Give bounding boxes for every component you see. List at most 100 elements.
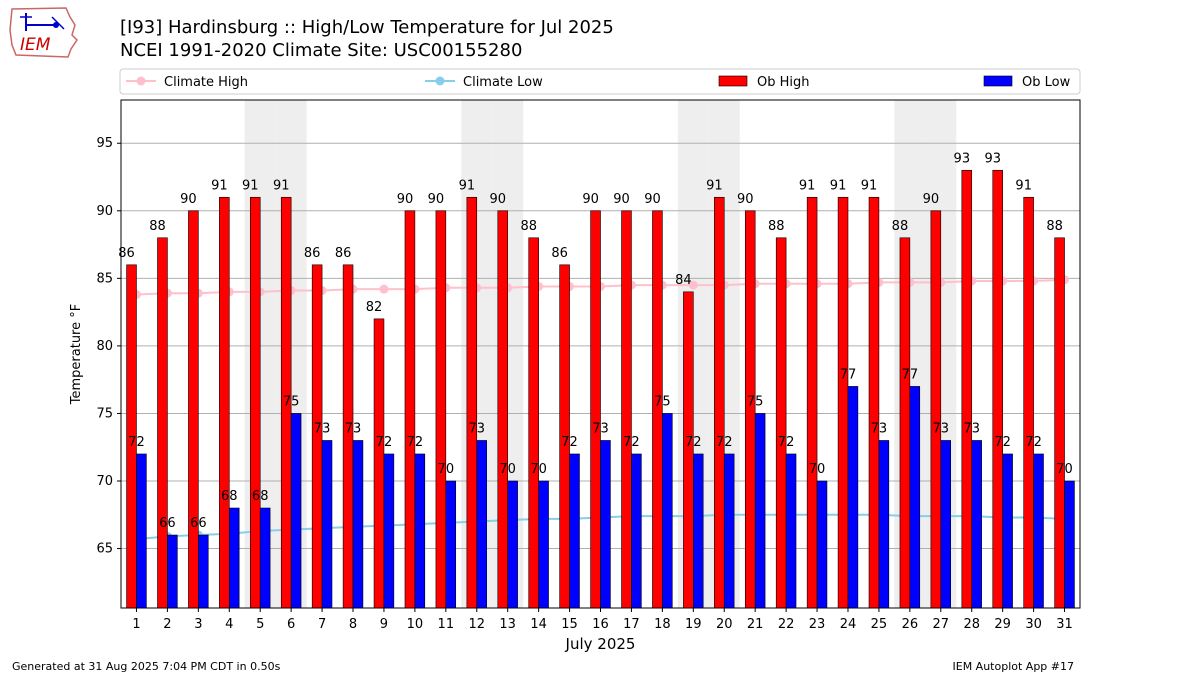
x-tick-label: 26 xyxy=(902,617,919,632)
x-tick-label: 17 xyxy=(623,617,640,632)
ob-low-label: 75 xyxy=(283,394,300,409)
x-tick-label: 25 xyxy=(871,617,888,632)
x-tick-label: 15 xyxy=(561,617,578,632)
ob-high-label: 90 xyxy=(737,192,754,207)
ob-high-label: 84 xyxy=(675,273,692,288)
ob-low-bar xyxy=(321,440,333,609)
ob-low-label: 77 xyxy=(902,367,919,382)
y-tick-label: 75 xyxy=(96,406,113,421)
x-tick-label: 3 xyxy=(194,617,202,632)
ob-high-bar xyxy=(219,196,230,609)
ob-high-label: 91 xyxy=(242,178,259,193)
ob-low-label: 72 xyxy=(376,435,393,450)
ob-low-bar xyxy=(352,440,364,609)
ob-low-label: 70 xyxy=(1056,462,1073,477)
ob-high-label: 91 xyxy=(799,178,816,193)
ob-low-bar xyxy=(847,386,859,609)
iem-logo: IEM xyxy=(8,5,80,63)
ob-high-label: 91 xyxy=(1015,178,1032,193)
svg-text:IEM: IEM xyxy=(20,35,51,55)
ob-low-bar xyxy=(414,453,426,609)
ob-high-bar xyxy=(992,169,1003,609)
ob-high-bar xyxy=(1023,196,1034,609)
ob-low-bar xyxy=(136,453,147,609)
ob-low-label: 72 xyxy=(128,435,145,450)
x-tick-label: 30 xyxy=(1025,617,1042,632)
ob-high-bar xyxy=(775,237,787,609)
ob-low-label: 72 xyxy=(561,435,578,450)
ob-low-bar xyxy=(167,534,178,609)
legend-label: Ob Low xyxy=(1022,75,1071,90)
ob-high-label: 88 xyxy=(768,219,785,234)
ob-low-bar xyxy=(383,453,395,609)
legend-box xyxy=(119,68,1081,95)
x-tick-label: 23 xyxy=(809,617,826,632)
ob-high-bar xyxy=(188,210,199,609)
autoplot-app-label: IEM Autoplot App #17 xyxy=(952,660,1075,673)
ob-low-label: 72 xyxy=(1025,435,1042,450)
ob-low-label: 73 xyxy=(468,421,485,436)
generated-timestamp: Generated at 31 Aug 2025 7:04 PM CDT in … xyxy=(12,660,281,673)
ob-low-label: 66 xyxy=(159,516,176,531)
ob-high-bar xyxy=(899,237,911,609)
ob-high-label: 90 xyxy=(582,192,599,207)
y-tick-label: 95 xyxy=(96,136,113,151)
x-tick-label: 13 xyxy=(499,617,516,632)
climate-high-point xyxy=(379,284,389,294)
x-tick-label: 16 xyxy=(592,617,609,632)
ob-low-bar xyxy=(1064,480,1075,609)
ob-low-label: 73 xyxy=(345,421,362,436)
ob-low-label: 75 xyxy=(654,394,671,409)
ob-low-bar xyxy=(445,480,457,609)
ob-high-label: 86 xyxy=(335,246,352,261)
ob-low-bar xyxy=(816,480,828,609)
ob-low-bar xyxy=(476,440,487,609)
legend-label: Climate High xyxy=(164,75,248,90)
ob-low-label: 72 xyxy=(994,435,1011,450)
ob-low-label: 68 xyxy=(252,489,269,504)
legend-patch-swatch xyxy=(983,75,1013,87)
ob-high-bar xyxy=(373,318,385,609)
ob-low-label: 72 xyxy=(778,435,795,450)
ob-high-bar xyxy=(806,196,818,609)
ob-low-bar xyxy=(538,480,549,609)
ob-high-label: 90 xyxy=(397,192,414,207)
ob-high-label: 90 xyxy=(613,192,630,207)
ob-low-label: 75 xyxy=(747,394,764,409)
ob-low-label: 73 xyxy=(871,421,888,436)
x-tick-label: 7 xyxy=(318,617,326,632)
ob-high-label: 90 xyxy=(180,192,197,207)
ob-low-bar xyxy=(693,453,704,609)
ob-high-bar xyxy=(528,237,539,609)
ob-high-label: 86 xyxy=(304,246,321,261)
ob-high-label: 88 xyxy=(1046,219,1063,234)
x-tick-label: 2 xyxy=(163,617,171,632)
ob-high-label: 93 xyxy=(954,151,971,166)
ob-high-label: 90 xyxy=(923,192,940,207)
ob-high-label: 88 xyxy=(892,219,909,234)
x-tick-label: 21 xyxy=(747,617,764,632)
ob-high-label: 91 xyxy=(273,178,290,193)
ob-high-label: 88 xyxy=(520,219,537,234)
x-tick-label: 24 xyxy=(840,617,857,632)
ob-low-label: 70 xyxy=(499,462,516,477)
ob-low-label: 73 xyxy=(933,421,950,436)
x-tick-label: 1 xyxy=(132,617,140,632)
ob-low-bar xyxy=(940,440,951,609)
ob-low-label: 72 xyxy=(623,435,640,450)
ob-low-label: 72 xyxy=(407,435,424,450)
ob-low-bar xyxy=(290,413,302,609)
x-tick-label: 19 xyxy=(685,617,702,632)
ob-high-bar xyxy=(837,196,849,609)
ob-high-label: 86 xyxy=(118,246,135,261)
ob-high-label: 91 xyxy=(211,178,228,193)
x-tick-label: 8 xyxy=(349,617,357,632)
bar-value-labels: 86 72 88 66 90 66 91 68 91 68 91 75 86 73 86 73 82 72 90 72… xyxy=(118,151,1073,531)
legend-patch-swatch xyxy=(718,75,748,87)
ob-high-bar xyxy=(714,196,725,609)
ob-low-label: 73 xyxy=(963,421,980,436)
y-tick-label: 90 xyxy=(96,204,113,219)
ob-high-bar xyxy=(497,210,508,609)
ob-high-label: 90 xyxy=(428,192,445,207)
